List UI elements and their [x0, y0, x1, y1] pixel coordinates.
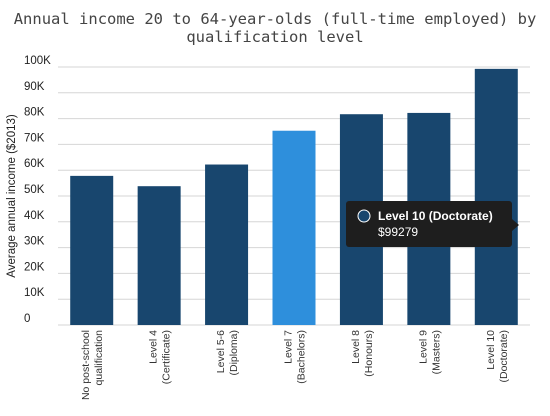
tooltip-series-label: Level 10 (Doctorate): [378, 209, 493, 223]
bar[interactable]: [474, 68, 518, 326]
x-tick-label-line: No post-school: [80, 330, 92, 400]
x-tick-label-line: Level 4: [148, 330, 160, 364]
y-tick-label: 10K: [24, 287, 45, 299]
y-axis-label: Average annual income ($2013): [6, 114, 18, 278]
x-tick-label-line: (Doctorate): [498, 330, 510, 383]
bar[interactable]: [272, 130, 316, 325]
chart-title-line-1: Annual income 20 to 64-year-olds (full-t…: [14, 10, 537, 28]
y-tick-label: 100K: [24, 55, 51, 67]
x-tick-label: Level 10 (Doctorate): [485, 330, 510, 383]
x-tick-label: Level 7 (Bachelors): [283, 330, 308, 384]
x-tick-label-line: qualification: [93, 330, 105, 386]
tooltip-box: [346, 201, 512, 247]
x-tick-label-line: Level 7: [283, 330, 295, 364]
y-tick-label: 50K: [24, 184, 45, 196]
y-tick-label: 80K: [24, 107, 45, 119]
y-tick-label: 60K: [24, 158, 45, 170]
y-tick-label: 0: [24, 313, 30, 325]
chart-title-line-2: qualification level: [186, 28, 363, 46]
y-axis-ticks: 0 10K 20K 30K 40K 50K 60K 70K 80K 90K 100K: [24, 55, 51, 325]
x-tick-label-line: Level 5-6: [215, 330, 227, 373]
x-tick-label: Level 8 (Honours): [350, 330, 375, 377]
bars: [70, 68, 518, 326]
x-tick-label-line: (Certificate): [161, 330, 173, 384]
y-tick-label: 40K: [24, 210, 45, 222]
x-tick-label: Level 4 (Certificate): [148, 330, 173, 384]
tooltip-pointer: [512, 219, 519, 231]
x-tick-label: Level 5-6 (Diploma): [215, 330, 240, 376]
x-tick-label-line: Level 8: [350, 330, 362, 364]
x-tick-label-line: Level 9: [417, 330, 429, 364]
x-tick-label: Level 9 (Masters): [417, 330, 442, 375]
x-tick-label-line: (Bachelors): [296, 330, 308, 384]
bar[interactable]: [70, 175, 114, 325]
y-tick-label: 30K: [24, 236, 45, 248]
y-tick-label: 70K: [24, 132, 45, 144]
bar[interactable]: [137, 186, 181, 325]
tooltip-value: $99279: [378, 225, 418, 239]
tooltip: Level 10 (Doctorate) $99279: [346, 201, 519, 247]
x-tick-label-line: (Diploma): [228, 330, 240, 376]
y-tick-label: 20K: [24, 261, 45, 273]
x-tick-label: No post-school qualification: [80, 330, 105, 400]
x-tick-label-line: (Honours): [363, 330, 375, 377]
x-axis-categories: No post-school qualification Level 4 (Certi…: [80, 330, 510, 400]
x-tick-label-line: Level 10: [485, 330, 497, 370]
tooltip-series-marker: [357, 209, 371, 223]
x-tick-label-line: (Masters): [430, 330, 442, 374]
bar[interactable]: [205, 164, 249, 325]
y-tick-label: 90K: [24, 81, 45, 93]
